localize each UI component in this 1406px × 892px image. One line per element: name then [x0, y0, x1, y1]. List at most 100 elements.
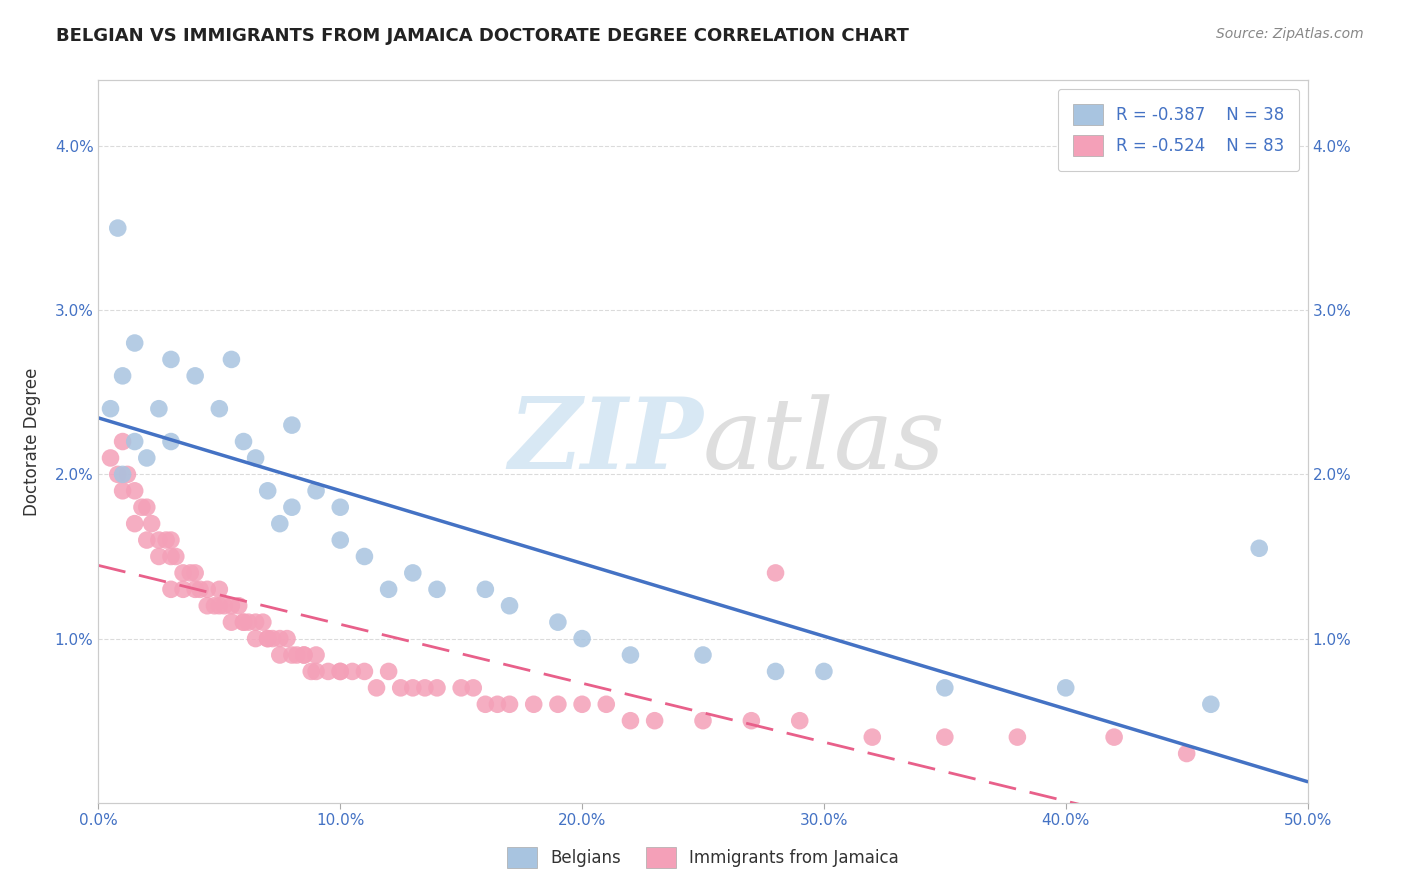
Point	[195, 582, 218, 597]
Point	[107, 221, 129, 235]
Point	[208, 599, 231, 613]
Point	[523, 698, 546, 712]
Point	[402, 566, 425, 580]
Point	[353, 549, 375, 564]
Point	[281, 500, 304, 515]
Point	[329, 500, 352, 515]
Point	[426, 582, 449, 597]
Point	[305, 665, 328, 679]
Point	[208, 582, 231, 597]
Point	[148, 401, 170, 416]
Point	[124, 516, 146, 531]
Point	[232, 615, 254, 630]
Legend: R = -0.387    N = 38, R = -0.524    N = 83: R = -0.387 N = 38, R = -0.524 N = 83	[1057, 88, 1299, 171]
Point	[789, 714, 811, 728]
Point	[765, 566, 787, 580]
Point	[172, 566, 194, 580]
Point	[111, 467, 134, 482]
Point	[155, 533, 177, 547]
Point	[498, 698, 520, 712]
Point	[221, 352, 243, 367]
Point	[463, 681, 485, 695]
Point	[148, 533, 170, 547]
Point	[131, 500, 153, 515]
Point	[256, 483, 278, 498]
Point	[232, 434, 254, 449]
Point	[377, 665, 399, 679]
Point	[256, 632, 278, 646]
Point	[160, 549, 183, 564]
Point	[195, 599, 218, 613]
Point	[292, 648, 315, 662]
Point	[269, 516, 291, 531]
Point	[450, 681, 472, 695]
Point	[160, 533, 183, 547]
Point	[117, 467, 139, 482]
Point	[329, 665, 352, 679]
Text: Source: ZipAtlas.com: Source: ZipAtlas.com	[1216, 27, 1364, 41]
Point	[135, 500, 157, 515]
Point	[212, 599, 235, 613]
Point	[100, 450, 122, 465]
Point	[498, 599, 520, 613]
Point	[141, 516, 163, 531]
Point	[1007, 730, 1029, 744]
Point	[377, 582, 399, 597]
Point	[184, 566, 207, 580]
Point	[486, 698, 509, 712]
Point	[160, 434, 183, 449]
Point	[107, 467, 129, 482]
Point	[329, 665, 352, 679]
Point	[619, 714, 641, 728]
Point	[135, 533, 157, 547]
Point	[276, 632, 298, 646]
Point	[111, 368, 134, 383]
Point	[860, 730, 883, 744]
Point	[316, 665, 339, 679]
Point	[619, 648, 641, 662]
Point	[188, 582, 211, 597]
Point	[262, 632, 284, 646]
Point	[474, 582, 496, 597]
Point	[329, 533, 352, 547]
Text: ZIP: ZIP	[508, 393, 703, 490]
Text: BELGIAN VS IMMIGRANTS FROM JAMAICA DOCTORATE DEGREE CORRELATION CHART: BELGIAN VS IMMIGRANTS FROM JAMAICA DOCTO…	[56, 27, 910, 45]
Point	[245, 615, 267, 630]
Point	[135, 450, 157, 465]
Point	[413, 681, 436, 695]
Point	[228, 599, 250, 613]
Point	[160, 352, 183, 367]
Point	[256, 632, 278, 646]
Point	[269, 632, 291, 646]
Point	[281, 418, 304, 433]
Point	[184, 582, 207, 597]
Point	[1175, 747, 1198, 761]
Point	[111, 483, 134, 498]
Legend: Belgians, Immigrants from Jamaica: Belgians, Immigrants from Jamaica	[501, 840, 905, 875]
Point	[204, 599, 226, 613]
Point	[172, 582, 194, 597]
Point	[292, 648, 315, 662]
Point	[934, 730, 956, 744]
Point	[281, 648, 304, 662]
Point	[1199, 698, 1222, 712]
Point	[221, 615, 243, 630]
Point	[208, 401, 231, 416]
Point	[232, 615, 254, 630]
Point	[245, 450, 267, 465]
Point	[389, 681, 412, 695]
Point	[165, 549, 187, 564]
Point	[1249, 541, 1271, 556]
Point	[252, 615, 274, 630]
Y-axis label: Doctorate Degree: Doctorate Degree	[22, 368, 41, 516]
Point	[644, 714, 666, 728]
Point	[184, 368, 207, 383]
Point	[692, 648, 714, 662]
Point	[765, 665, 787, 679]
Point	[124, 336, 146, 351]
Point	[160, 582, 183, 597]
Point	[238, 615, 260, 630]
Point	[269, 648, 291, 662]
Point	[402, 681, 425, 695]
Point	[474, 698, 496, 712]
